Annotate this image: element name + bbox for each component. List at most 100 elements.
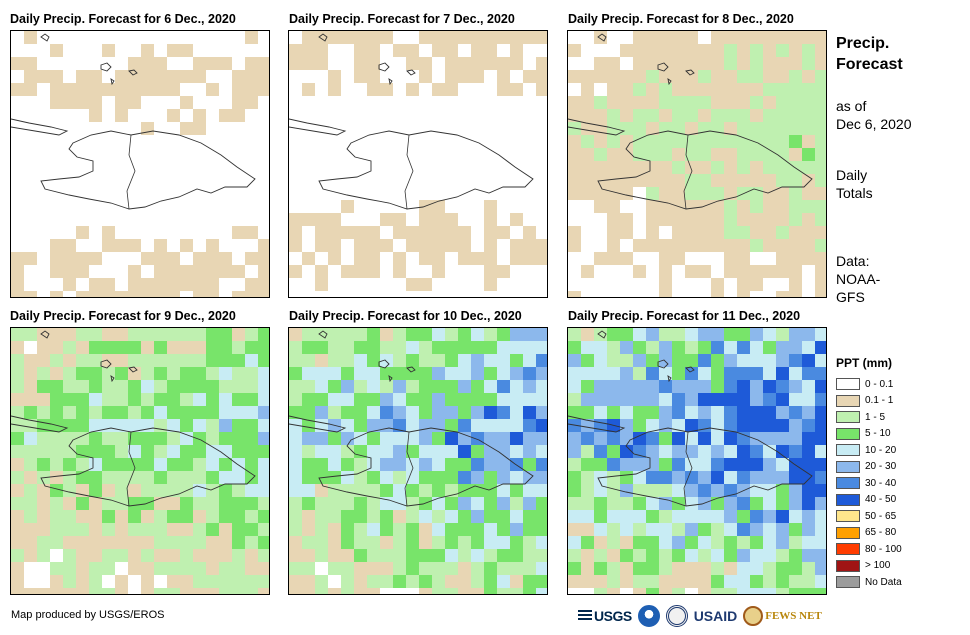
legend-swatch bbox=[836, 427, 860, 440]
legend-swatch bbox=[836, 526, 860, 539]
legend-label: 5 - 10 bbox=[865, 428, 891, 439]
usgs-logo: USGS bbox=[578, 608, 632, 624]
cuba-outline bbox=[568, 118, 626, 136]
forecast-title: Precip. Forecast bbox=[836, 33, 903, 75]
legend-label: 10 - 20 bbox=[865, 444, 897, 456]
legend-item: 10 - 20 bbox=[836, 443, 896, 457]
legend-label: 80 - 100 bbox=[865, 543, 902, 555]
hispaniola-outline bbox=[597, 427, 813, 507]
forecast-title-line1: Precip. bbox=[836, 35, 890, 52]
legend-item: 20 - 30 bbox=[836, 460, 896, 474]
legend-swatch bbox=[836, 559, 860, 572]
legend-label: 1 - 5 bbox=[865, 411, 886, 423]
data-line2: NOAA- bbox=[836, 271, 881, 287]
legend-item: 65 - 80 bbox=[836, 526, 896, 540]
hispaniola-outline bbox=[40, 130, 256, 210]
state-dept-seal-icon bbox=[665, 605, 688, 627]
legend-item: 30 - 40 bbox=[836, 476, 896, 490]
panel-title-1: Daily Precip. Forecast for 6 Dec., 2020 bbox=[10, 12, 236, 26]
hispaniola-outline bbox=[318, 427, 534, 507]
map-panel-1 bbox=[10, 30, 270, 298]
country-border bbox=[126, 431, 136, 507]
cuba-outline bbox=[11, 415, 69, 433]
precip-map bbox=[568, 31, 826, 297]
precip-map bbox=[11, 328, 269, 594]
legend-swatch bbox=[836, 576, 860, 588]
islands-outline bbox=[318, 330, 416, 383]
panel-title-5: Daily Precip. Forecast for 10 Dec., 2020 bbox=[289, 309, 522, 323]
daily-totals: Daily Totals bbox=[836, 166, 873, 202]
precip-map bbox=[11, 31, 269, 297]
daily-line2: Totals bbox=[836, 185, 873, 201]
usgs-bars-icon bbox=[578, 610, 592, 622]
map-panel-6 bbox=[567, 327, 827, 595]
legend-label: 20 - 30 bbox=[865, 461, 897, 472]
legend-item: 1 - 5 bbox=[836, 410, 885, 424]
fews-globe-icon bbox=[743, 606, 764, 626]
legend-swatch bbox=[836, 477, 860, 489]
legend-swatch bbox=[836, 444, 860, 456]
legend-swatch bbox=[836, 411, 860, 423]
legend-swatch bbox=[836, 493, 860, 506]
map-panel-5 bbox=[288, 327, 548, 595]
as-of-line2: Dec 6, 2020 bbox=[836, 116, 912, 132]
noaa-logo-icon bbox=[637, 605, 660, 627]
logo-bar: USGS USAID FEWS NET bbox=[578, 603, 822, 629]
precip-map bbox=[289, 31, 547, 291]
precip-map bbox=[568, 328, 826, 594]
legend-swatch bbox=[836, 510, 860, 522]
as-of-line1: as of bbox=[836, 98, 867, 114]
map-panel-2 bbox=[288, 30, 548, 298]
country-border bbox=[683, 134, 693, 210]
hispaniola-outline bbox=[40, 427, 256, 507]
islands-outline bbox=[597, 33, 695, 86]
legend-label: 65 - 80 bbox=[865, 527, 897, 538]
panel-title-4: Daily Precip. Forecast for 9 Dec., 2020 bbox=[10, 309, 236, 323]
cuba-outline bbox=[289, 118, 347, 136]
country-border bbox=[404, 431, 414, 507]
cuba-outline bbox=[568, 415, 626, 433]
legend-item: 80 - 100 bbox=[836, 542, 902, 556]
usgs-logo-text: USGS bbox=[594, 608, 632, 624]
country-border bbox=[404, 134, 414, 210]
cuba-outline bbox=[11, 118, 69, 136]
fews-logo-text: FEWS NET bbox=[765, 610, 822, 622]
hispaniola-outline bbox=[318, 130, 534, 210]
country-border bbox=[126, 134, 136, 210]
daily-line1: Daily bbox=[836, 167, 868, 183]
legend-swatch bbox=[836, 394, 860, 407]
legend-item: No Data bbox=[836, 575, 902, 589]
credit-text: Map produced by USGS/EROS bbox=[11, 609, 165, 621]
precip-map bbox=[289, 328, 547, 594]
map-panel-3 bbox=[567, 30, 827, 298]
islands-outline bbox=[318, 33, 416, 86]
islands-outline bbox=[597, 330, 695, 383]
legend-item: 5 - 10 bbox=[836, 427, 891, 441]
legend-label: 50 - 65 bbox=[865, 510, 897, 522]
legend-label: 0.1 - 1 bbox=[865, 395, 894, 406]
hispaniola-outline bbox=[597, 130, 813, 210]
legend-item: 50 - 65 bbox=[836, 509, 896, 523]
data-line3: GFS bbox=[836, 289, 865, 305]
legend-title: PPT (mm) bbox=[836, 356, 893, 370]
legend-swatch bbox=[836, 543, 860, 555]
usaid-logo: USAID bbox=[693, 608, 738, 624]
legend-item: 0 - 0.1 bbox=[836, 377, 893, 391]
fews-net-logo: FEWS NET bbox=[743, 606, 822, 626]
legend-label: 30 - 40 bbox=[865, 477, 897, 489]
panel-title-6: Daily Precip. Forecast for 11 Dec., 2020 bbox=[568, 309, 801, 323]
data-source: Data: NOAA- GFS bbox=[836, 252, 880, 306]
legend-label: 40 - 50 bbox=[865, 494, 897, 505]
forecast-title-line2: Forecast bbox=[836, 56, 903, 73]
legend-swatch bbox=[836, 460, 860, 473]
data-line1: Data: bbox=[836, 253, 870, 269]
map-panel-4 bbox=[10, 327, 270, 595]
legend-label: > 100 bbox=[865, 560, 891, 571]
islands-outline bbox=[40, 33, 138, 86]
legend-item: 0.1 - 1 bbox=[836, 394, 893, 408]
legend-item: 40 - 50 bbox=[836, 493, 896, 507]
country-border bbox=[683, 431, 693, 507]
panel-title-2: Daily Precip. Forecast for 7 Dec., 2020 bbox=[289, 12, 515, 26]
legend-swatch bbox=[836, 378, 860, 390]
legend-label: No Data bbox=[865, 576, 902, 588]
